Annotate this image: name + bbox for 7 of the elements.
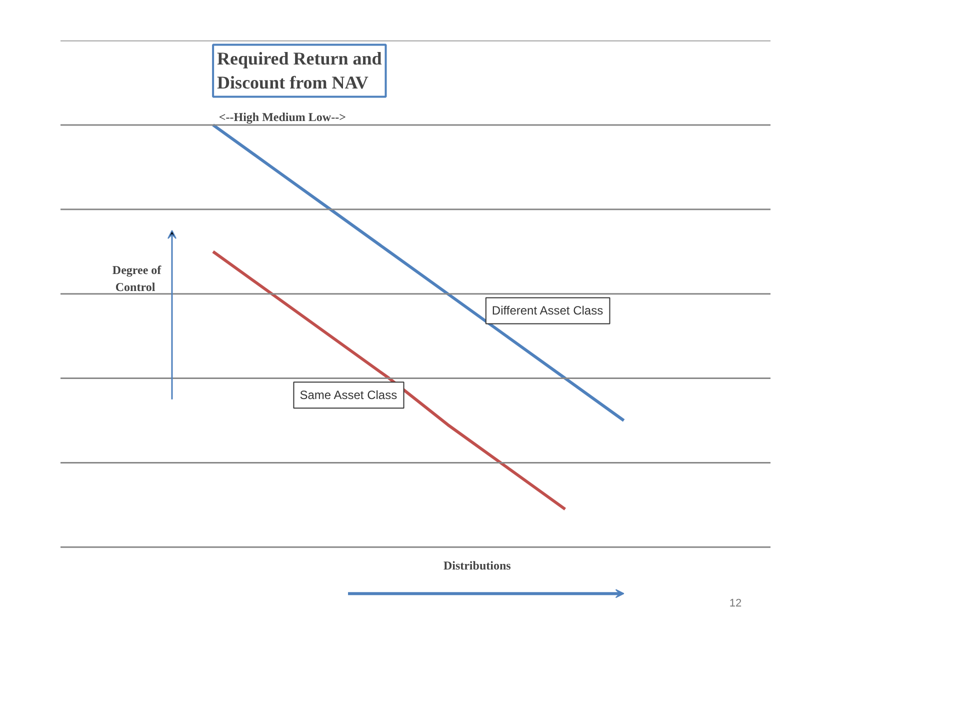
series-label: Same Asset Class <box>300 388 398 402</box>
x-axis-title: Distributions <box>443 558 512 572</box>
text: 12 <box>729 597 742 610</box>
y-axis-title: Degree of Control <box>112 263 162 294</box>
chart-subtitle: <--High Medium Low--> <box>218 110 346 124</box>
chart-title: Required Return and Discount from NAV <box>217 48 382 93</box>
series-label: Different Asset Class <box>492 304 604 318</box>
